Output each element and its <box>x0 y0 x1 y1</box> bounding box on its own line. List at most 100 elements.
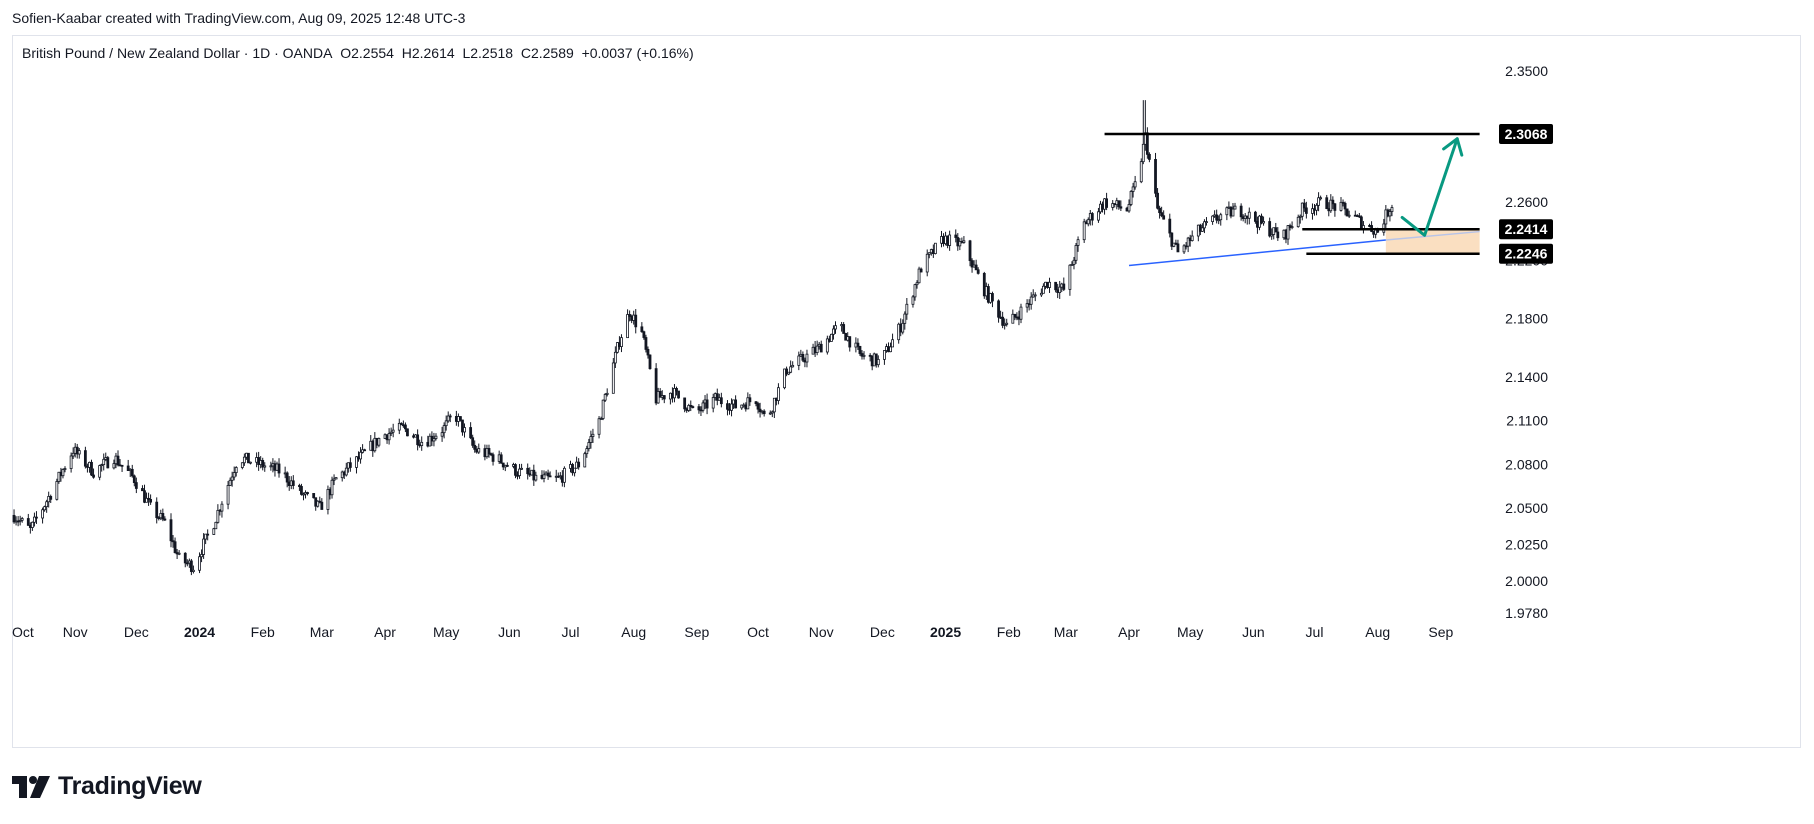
candle-body <box>585 448 589 455</box>
candle-body <box>102 458 106 466</box>
candle-body <box>505 464 509 467</box>
candle-body <box>1176 243 1180 253</box>
candle-body <box>925 253 929 273</box>
candle-body <box>954 234 958 238</box>
candle-body <box>1076 239 1080 246</box>
candle-body <box>391 429 395 433</box>
projection-arrow-head <box>1442 137 1464 157</box>
candle-body <box>1086 219 1090 225</box>
candle-body <box>654 368 658 404</box>
candle-body <box>644 337 648 350</box>
candle-body <box>1274 227 1278 233</box>
candle-body <box>883 350 886 360</box>
candle-body <box>1090 213 1094 221</box>
candle-body <box>55 481 59 500</box>
chart-pane[interactable] <box>12 35 1801 748</box>
candle-body <box>300 486 303 495</box>
candle-body <box>143 490 146 503</box>
candle-body <box>499 454 503 464</box>
price-label-text: 2.3068 <box>1505 126 1548 142</box>
candle-body <box>730 403 733 411</box>
symbol-name[interactable]: British Pound / New Zealand Dollar · 1D … <box>22 45 333 61</box>
candle-body <box>202 538 206 555</box>
candle-body <box>991 293 994 302</box>
candle-body <box>962 240 966 243</box>
x-tick-label: Aug <box>1365 624 1390 640</box>
candle-body <box>862 354 866 357</box>
candle-body <box>974 264 978 271</box>
y-tick-label: 2.0800 <box>1505 456 1548 472</box>
candle-body <box>198 556 201 571</box>
candle-body <box>83 450 87 467</box>
candle-body <box>306 492 309 494</box>
candle-body <box>705 399 709 409</box>
candle-body <box>442 425 446 434</box>
candle-body <box>1253 211 1257 222</box>
candle-body <box>234 467 238 473</box>
candle-body <box>1005 322 1009 325</box>
candle-body <box>387 433 391 441</box>
candle-body <box>805 353 809 363</box>
candle-body <box>1201 227 1204 232</box>
candle-body <box>463 427 466 433</box>
candle-body <box>26 518 30 526</box>
candle-body <box>1186 237 1190 247</box>
candle-body <box>247 452 250 464</box>
candle-body <box>312 493 316 499</box>
candle-body <box>905 303 909 315</box>
candle-body <box>901 322 905 333</box>
candle-body <box>891 339 894 348</box>
candle-body <box>1341 201 1345 204</box>
candle-body <box>919 268 923 273</box>
change-value: +0.0037 (+0.16%) <box>581 45 694 61</box>
price-label-text: 2.2246 <box>1505 246 1548 262</box>
candle-body <box>587 442 591 450</box>
candle-body <box>489 453 493 456</box>
candle-body <box>397 422 401 431</box>
candle-body <box>1339 201 1343 211</box>
x-tick-label: Jul <box>562 624 580 640</box>
candle-body <box>526 467 530 475</box>
candle-body <box>675 388 678 392</box>
candle-body <box>605 392 609 395</box>
candle-body <box>1105 198 1108 208</box>
tradingview-brand[interactable]: TradingView <box>12 772 202 801</box>
candle-body <box>1013 313 1017 318</box>
candle-body <box>1268 221 1272 237</box>
candle-body <box>212 528 216 535</box>
candle-body <box>1190 235 1194 242</box>
x-tick-label: Apr <box>374 624 396 640</box>
candle-body <box>491 454 495 462</box>
candle-body <box>477 448 481 453</box>
candle-body <box>120 464 124 467</box>
trendline <box>1128 239 1386 267</box>
candle-body <box>542 474 546 479</box>
candle-body <box>583 453 587 468</box>
candle-body <box>100 464 104 467</box>
candle-body <box>43 506 47 511</box>
candle-body <box>263 465 267 468</box>
y-tick-label: 1.9780 <box>1505 605 1548 621</box>
candle-body <box>334 477 338 480</box>
candle-body <box>1054 281 1058 291</box>
candle-body <box>1182 245 1186 253</box>
candle-body <box>434 435 438 439</box>
candle-body <box>359 451 362 460</box>
candle-body <box>242 456 246 464</box>
candle-body <box>461 419 464 433</box>
candle-body <box>20 518 24 521</box>
candle-body <box>634 314 638 328</box>
candle-body <box>1127 204 1131 212</box>
price-label <box>1499 123 1553 144</box>
candle-body <box>1070 264 1074 266</box>
candle-body <box>61 469 65 477</box>
candle-body <box>1219 214 1223 221</box>
y-tick-label: 2.1400 <box>1505 369 1548 385</box>
candle-body <box>948 234 952 246</box>
candle-body <box>970 260 974 268</box>
candle-body <box>1170 232 1174 247</box>
candle-body <box>355 456 358 468</box>
candle-body <box>777 387 780 402</box>
candle-body <box>1302 202 1306 209</box>
candle-body <box>577 461 581 468</box>
